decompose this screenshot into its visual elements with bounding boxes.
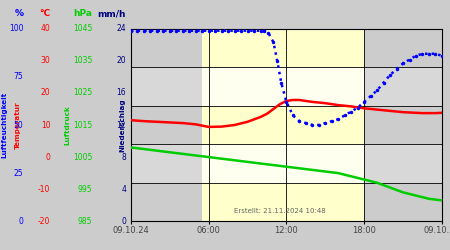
Text: 20: 20 [117,56,126,65]
Bar [131,144,442,183]
Text: 24: 24 [117,24,126,33]
Text: Temperatur: Temperatur [15,101,21,149]
Text: 75: 75 [14,72,23,82]
Bar [131,183,442,221]
Text: 0: 0 [45,152,50,162]
Text: 1045: 1045 [73,24,92,33]
Text: 20: 20 [41,88,50,98]
Bar [131,29,442,67]
Bar [202,29,364,221]
Text: 985: 985 [78,217,92,226]
Text: mm/h: mm/h [98,9,126,18]
Text: 100: 100 [9,24,23,33]
Text: 1005: 1005 [73,152,92,162]
Text: 1015: 1015 [73,120,92,130]
Text: %: % [14,9,23,18]
Text: Luftdruck: Luftdruck [64,105,71,145]
Text: 40: 40 [40,24,50,33]
Text: 1035: 1035 [73,56,92,65]
Text: -10: -10 [38,185,50,194]
Bar [131,67,442,106]
Text: 25: 25 [14,168,23,177]
Text: 16: 16 [117,88,126,98]
Bar [202,183,364,221]
Text: 995: 995 [77,185,92,194]
Bar [202,144,364,183]
Text: 1025: 1025 [73,88,92,98]
Bar [131,106,442,144]
Text: °C: °C [39,9,50,18]
Text: Luftfeuchtigkeit: Luftfeuchtigkeit [1,92,8,158]
Text: 8: 8 [121,152,126,162]
Text: Niederschlag: Niederschlag [119,98,126,152]
Text: 10: 10 [41,120,50,130]
Text: 4: 4 [121,185,126,194]
Text: Erstellt: 21.11.2024 10:48: Erstellt: 21.11.2024 10:48 [234,208,325,214]
Text: 50: 50 [14,120,23,130]
Text: 0: 0 [121,217,126,226]
Text: hPa: hPa [73,9,92,18]
Bar [202,67,364,106]
Text: 0: 0 [18,217,23,226]
Text: 12: 12 [117,120,126,130]
Text: 30: 30 [40,56,50,65]
Bar [202,29,364,67]
Bar [202,106,364,144]
Text: -20: -20 [38,217,50,226]
